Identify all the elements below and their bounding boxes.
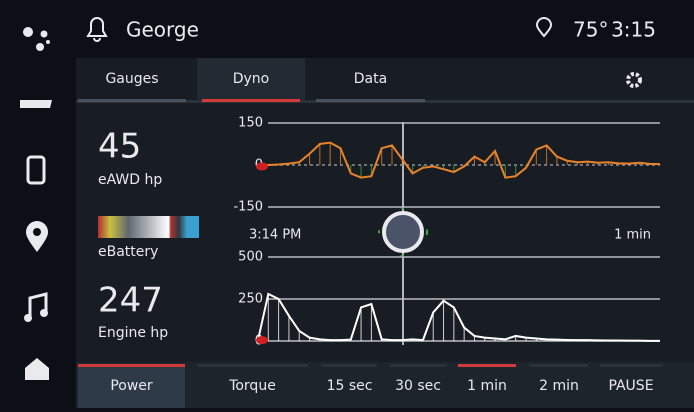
bottom-tab-top [530,364,588,367]
start-marker [256,336,268,345]
temperature: 75° [573,18,608,42]
engine-value: 247 [98,281,163,321]
phone-icon[interactable] [26,155,46,185]
tab-underline [316,99,425,102]
eawd-value: 45 [98,127,141,167]
y-tick-label: 150 [238,116,263,131]
assistant-icon[interactable] [23,27,33,37]
cursor-knob[interactable] [382,211,424,253]
clock: 3:15 [611,18,656,42]
bottom-tab[interactable]: Torque [228,378,276,394]
bell-icon[interactable] [86,17,108,42]
bottom-tab[interactable]: 2 min [539,378,579,394]
bottom-tab[interactable]: 1 min [467,378,507,394]
bottom-tab-bg [78,364,185,408]
bottom-tab-top [197,364,308,367]
music-icon[interactable] [28,292,48,318]
eawd-label: eAWD hp [98,172,162,188]
bottom-tab-top [390,364,446,367]
y-tick-label: 250 [238,292,263,307]
tab[interactable]: Gauges [105,71,158,87]
bottom-tab[interactable]: Power [110,378,153,394]
battery-label: eBattery [98,244,158,260]
bottom-tab-top [78,364,185,367]
y-tick-label: 500 [238,250,263,265]
user-name: George [126,18,199,42]
data-line [257,141,661,179]
location-icon [535,17,553,38]
cursor-start: 3:14 PM [249,228,301,243]
tab[interactable]: Data [354,71,387,87]
nav-icon[interactable] [26,221,48,252]
data-line [257,292,660,342]
car-icon[interactable] [20,100,52,108]
cursor-ring [378,207,428,257]
gear[interactable] [626,72,642,88]
start-marker [256,162,268,171]
tab-underline [202,99,300,102]
sidebar [20,27,52,380]
tab[interactable]: Dyno [233,71,270,87]
bottom-tab[interactable]: 30 sec [395,378,441,394]
bottom-tab-top [600,364,662,367]
engine-label: Engine hp [98,325,168,341]
tab-underline [78,99,186,102]
bottom-tab-top [322,364,377,367]
bottom-tab-top [458,364,516,367]
cursor-span: 1 min [614,228,651,243]
home-icon[interactable] [25,358,49,380]
bottom-tab[interactable]: 15 sec [327,378,373,394]
settings-icon[interactable] [626,72,642,88]
y-tick-label: -150 [233,200,263,215]
battery-bar [98,216,199,238]
bottom-tab[interactable]: PAUSE [608,378,653,394]
tab-bg [197,58,305,100]
